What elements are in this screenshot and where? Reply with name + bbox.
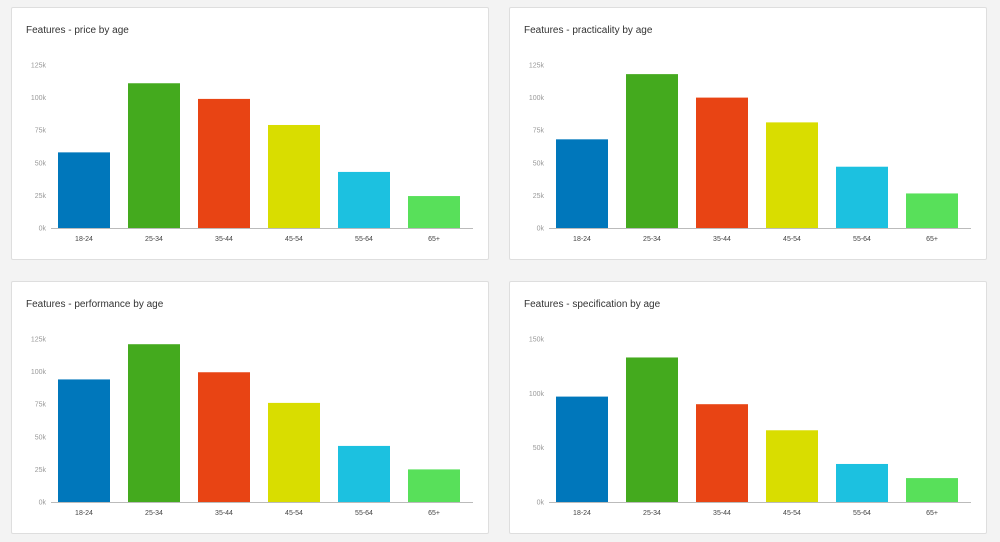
bar-65+[interactable] (906, 193, 958, 228)
x-tick-label: 18-24 (573, 236, 591, 243)
bar-55-64[interactable] (338, 445, 390, 502)
bar-18-24[interactable] (58, 379, 110, 502)
x-tick-label: 65+ (926, 510, 938, 517)
y-tick-label: 50k (35, 434, 47, 441)
bar-45-54[interactable] (766, 122, 818, 228)
y-tick-label: 50k (533, 160, 545, 167)
bar-45-54[interactable] (268, 402, 320, 502)
bar-55-64[interactable] (836, 166, 888, 228)
bar-35-44[interactable] (198, 98, 250, 229)
bar-65+[interactable] (906, 478, 958, 502)
y-tick-label: 125k (529, 63, 545, 70)
y-tick-label: 125k (31, 63, 47, 70)
x-tick-label: 65+ (926, 236, 938, 243)
y-tick-label: 0k (39, 500, 47, 507)
y-tick-label: 75k (35, 128, 47, 135)
x-tick-label: 35-44 (713, 236, 731, 243)
y-tick-label: 100k (31, 369, 47, 376)
x-tick-label: 18-24 (75, 510, 93, 517)
bar-55-64[interactable] (338, 171, 390, 228)
chart-title: Features - specification by age (524, 299, 661, 310)
bar-65+[interactable] (408, 196, 460, 228)
bar-45-54[interactable] (766, 430, 818, 502)
bar-chart-specification: 0k 50k 100k 150k 18-24 25-34 35-44 45-54 55-64 65… (529, 337, 971, 517)
x-tick-label: 25-34 (643, 236, 661, 243)
x-tick-label: 35-44 (713, 510, 731, 517)
x-tick-label: 55-64 (853, 510, 871, 517)
y-tick-label: 100k (31, 95, 47, 102)
x-tick-label: 35-44 (215, 510, 233, 517)
bar-18-24[interactable] (556, 139, 608, 228)
y-tick-label: 150k (529, 337, 545, 344)
x-tick-label: 45-54 (783, 236, 801, 243)
chart-title: Features - performance by age (26, 299, 164, 310)
x-tick-label: 65+ (428, 236, 440, 243)
bar-18-24[interactable] (58, 152, 110, 228)
x-tick-label: 45-54 (285, 236, 303, 243)
x-tick-label: 35-44 (215, 236, 233, 243)
bar-55-64[interactable] (836, 463, 888, 502)
x-tick-label: 45-54 (285, 510, 303, 517)
x-tick-label: 45-54 (783, 510, 801, 517)
bar-65+[interactable] (408, 469, 460, 502)
bar-chart-price: 0k 25k 50k 75k 100k 125k 18-24 25-34 35-44 45-54 5… (31, 63, 473, 243)
bar-25-34[interactable] (626, 74, 678, 229)
x-tick-label: 55-64 (853, 236, 871, 243)
chart-card-practicality: Features - practicality by age 0k 25k 50k 7… (509, 7, 987, 260)
bar-25-34[interactable] (626, 357, 678, 502)
x-tick-label: 18-24 (573, 510, 591, 517)
y-tick-label: 0k (537, 226, 545, 233)
y-tick-label: 0k (39, 226, 47, 233)
x-tick-label: 55-64 (355, 236, 373, 243)
x-tick-label: 25-34 (145, 510, 163, 517)
bar-35-44[interactable] (696, 404, 748, 502)
bar-25-34[interactable] (128, 344, 180, 502)
bar-35-44[interactable] (696, 97, 748, 228)
chart-card-performance: Features - performance by age 0k 25k 50k 75… (11, 281, 489, 534)
bar-18-24[interactable] (556, 396, 608, 502)
y-tick-label: 75k (533, 128, 545, 135)
bar-25-34[interactable] (128, 83, 180, 228)
y-tick-label: 75k (35, 402, 47, 409)
x-tick-label: 55-64 (355, 510, 373, 517)
y-tick-label: 100k (529, 391, 545, 398)
chart-title: Features - price by age (26, 25, 129, 36)
y-tick-label: 25k (35, 467, 47, 474)
y-tick-label: 125k (31, 337, 47, 344)
y-tick-label: 25k (35, 193, 47, 200)
x-tick-label: 25-34 (643, 510, 661, 517)
y-tick-label: 25k (533, 193, 545, 200)
chart-title: Features - practicality by age (524, 25, 653, 36)
y-tick-label: 50k (533, 445, 545, 452)
bar-chart-practicality: 0k 25k 50k 75k 100k 125k 18-24 25-34 35-44 45-54 5… (529, 63, 971, 243)
chart-card-price: Features - price by age 0k 25k 50k 75k 100k 1… (11, 7, 489, 260)
y-tick-label: 0k (537, 500, 545, 507)
bar-35-44[interactable] (198, 372, 250, 502)
chart-card-specification: Features - specification by age 0k 50k 100… (509, 281, 987, 534)
y-tick-label: 50k (35, 160, 47, 167)
x-tick-label: 65+ (428, 510, 440, 517)
x-tick-label: 18-24 (75, 236, 93, 243)
y-tick-label: 100k (529, 95, 545, 102)
x-tick-label: 25-34 (145, 236, 163, 243)
bar-45-54[interactable] (268, 124, 320, 228)
bar-chart-performance: 0k 25k 50k 75k 100k 125k 18-24 25-34 35-44 45-54 5… (31, 337, 473, 517)
